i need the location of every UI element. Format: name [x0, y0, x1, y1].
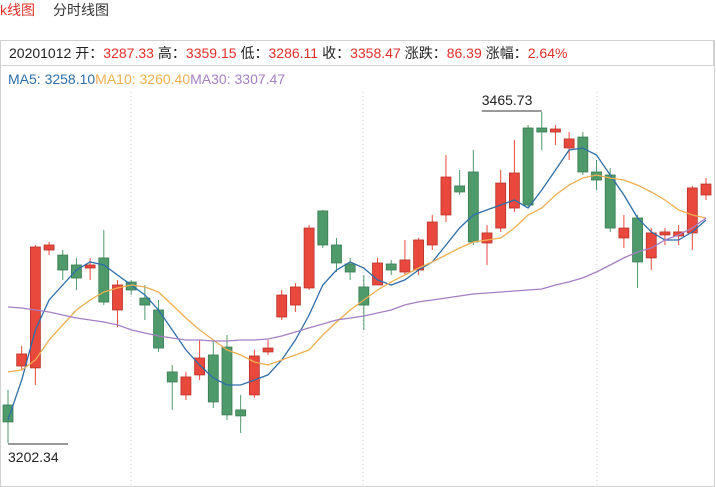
candle-body — [276, 294, 288, 318]
candle-body — [454, 185, 466, 193]
candle-body — [426, 221, 438, 246]
tab[interactable]: k线图 — [0, 2, 35, 18]
candle-body — [235, 409, 247, 417]
candle-body — [57, 254, 69, 271]
tabs: k线图 分时线图 — [0, 0, 127, 20]
candle-body — [385, 263, 397, 271]
quote-label: 收： — [322, 45, 351, 61]
candle-body — [467, 171, 479, 243]
candle-body — [440, 176, 452, 216]
candle-body — [372, 262, 383, 286]
candle-body — [344, 263, 356, 273]
quote-value: 3358.47 — [350, 45, 401, 61]
legend-entry: MA30: 3307.47 — [190, 71, 286, 87]
candle-body — [508, 172, 520, 209]
candle-body — [700, 183, 712, 196]
candle-body — [522, 127, 534, 206]
candle-body — [84, 264, 96, 269]
ma-line — [7, 217, 707, 342]
candle-body — [563, 138, 575, 149]
candle-body — [43, 244, 55, 251]
candle-body — [139, 297, 151, 306]
tab[interactable]: 分时线图 — [53, 2, 109, 18]
candle-body — [413, 239, 424, 271]
candle-body — [221, 346, 233, 416]
candle-body — [481, 232, 493, 244]
candle-body — [2, 404, 14, 423]
quote-value: 3287.33 — [103, 45, 154, 61]
candle-body — [536, 127, 548, 133]
candle-body — [166, 371, 178, 383]
candle-body — [399, 259, 411, 273]
candle-body — [303, 227, 315, 289]
quote-label: 涨跌： — [404, 45, 447, 61]
ma-line — [7, 147, 707, 421]
legend: MA5: 3258.10MA10: 3260.40MA30: 3307.47 — [8, 71, 285, 87]
candle-body — [194, 357, 206, 376]
candle-body — [659, 231, 671, 236]
candle-body — [16, 353, 28, 367]
legend-entry: MA10: 3260.40 — [95, 71, 191, 87]
max-label: 3465.73 — [482, 92, 533, 108]
legend-entry: MA5: 3258.10 — [8, 71, 96, 87]
candle-body — [577, 136, 589, 173]
quote-label: 开： — [75, 45, 104, 61]
quote-date: 20201012 — [9, 45, 72, 61]
candle-body — [686, 187, 698, 234]
candle-body — [262, 347, 274, 353]
quote-value: 3359.15 — [185, 45, 237, 61]
candle-body — [290, 286, 301, 306]
candle-body — [180, 376, 192, 396]
candle-body — [604, 174, 616, 229]
quote-value: 2.64% — [527, 45, 568, 61]
candle-body — [632, 217, 643, 263]
ma-line — [7, 174, 707, 373]
candle-body — [98, 257, 110, 303]
candle-body — [112, 284, 123, 311]
min-label: 3202.34 — [8, 449, 59, 465]
quote-bar: 20201012 开：3287.33 高：3359.15 低：3286.11 收：335… — [0, 40, 714, 66]
candle-body — [248, 355, 260, 396]
candle-body — [317, 210, 329, 246]
candle-body — [618, 227, 630, 239]
candle-body — [71, 264, 82, 279]
quote-label: 高： — [157, 45, 186, 61]
candle-body — [673, 231, 685, 237]
candle-body — [550, 128, 561, 133]
candle-body — [331, 244, 342, 264]
quote-value: 86.39 — [446, 45, 482, 61]
quote-value: 3286.11 — [268, 45, 319, 61]
quote-label: 低： — [240, 45, 269, 61]
candle-body — [29, 246, 41, 369]
quote-label: 涨幅： — [485, 45, 528, 61]
